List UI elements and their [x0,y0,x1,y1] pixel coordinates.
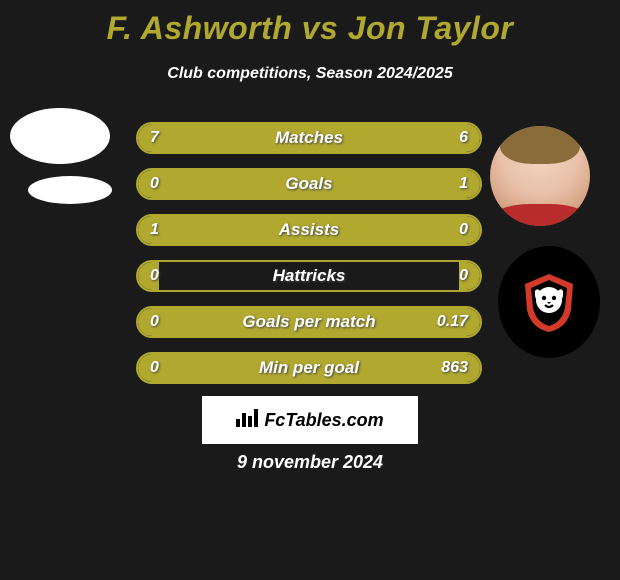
lion-shield-icon [517,270,581,334]
stat-value-left: 7 [150,124,159,152]
stat-value-right: 6 [459,124,468,152]
stat-row: 10Assists [136,214,482,246]
stat-value-left: 1 [150,216,159,244]
stat-value-right: 0 [459,216,468,244]
watermark: FcTables.com [202,396,418,444]
stat-value-right: 863 [441,354,468,382]
stat-value-right: 0 [459,262,468,290]
stat-row: 0 0Hattricks [136,260,482,292]
player-left-avatar [10,108,110,164]
bar-right [159,170,480,198]
stat-row: 76Matches [136,122,482,154]
stat-value-left: 0 [150,170,159,198]
chart-icon [236,409,258,432]
stats-container: 76Matches01Goals10Assists00Hattricks00.1… [136,122,482,398]
avatar-shirt [490,204,590,226]
avatar-hair [500,126,580,164]
bar-left [138,216,459,244]
date-label: 9 november 2024 [0,452,620,473]
bar-right [159,354,480,382]
bar-left [138,124,323,152]
stat-row: 01Goals [136,168,482,200]
stat-value-left: 0 [150,354,159,382]
bar-right [159,308,480,336]
stat-label: Hattricks [138,262,480,290]
team-right-logo [498,246,600,358]
watermark-text: FcTables.com [264,410,383,431]
bar-right [323,124,480,152]
player-right-avatar [490,126,590,226]
team-left-logo [28,176,112,204]
stat-value-left: 0 [150,308,159,336]
stat-row: 0863Min per goal [136,352,482,384]
page-title: F. Ashworth vs Jon Taylor [0,0,620,47]
stat-value-left: 0 [150,262,159,290]
stat-value-right: 1 [459,170,468,198]
stat-value-right: 0.17 [437,308,468,336]
stat-row: 00.17Goals per match [136,306,482,338]
subtitle: Club competitions, Season 2024/2025 [0,65,620,83]
